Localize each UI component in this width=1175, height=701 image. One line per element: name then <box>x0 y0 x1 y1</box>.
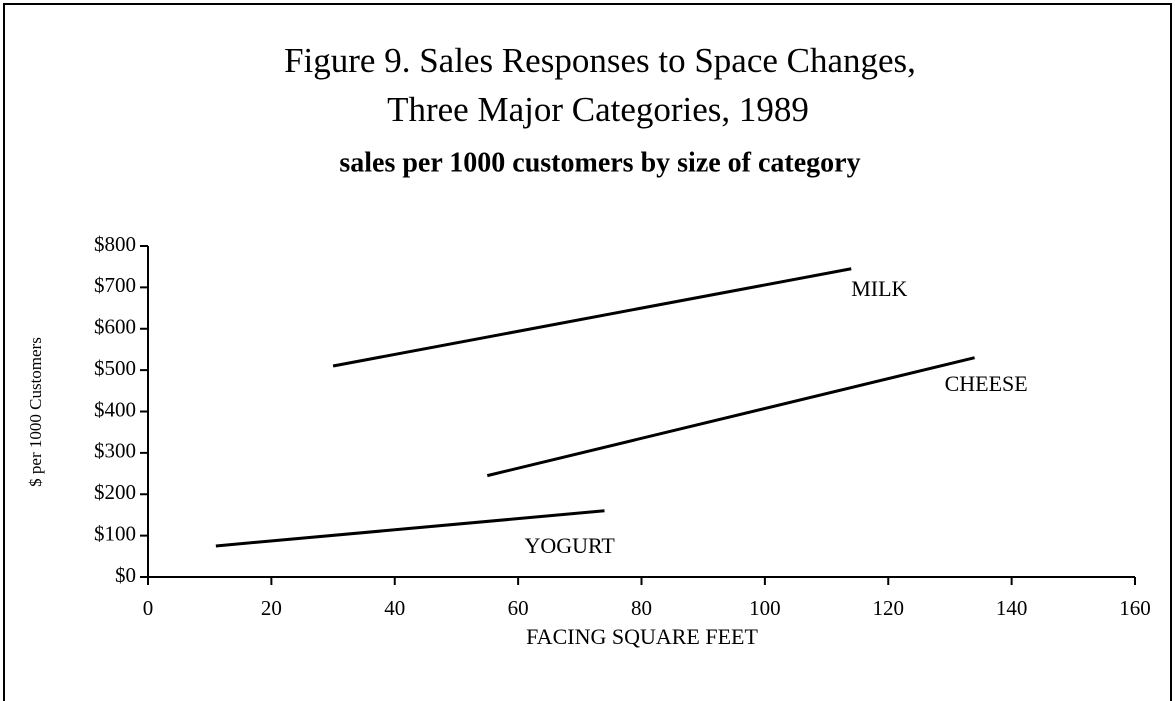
x-tick-label: 60 <box>508 596 529 620</box>
y-tick-label: $600 <box>94 315 136 339</box>
chart-title: Three Major Categories, 1989 <box>387 90 809 129</box>
x-tick-label: 0 <box>143 596 154 620</box>
y-tick-label: $200 <box>94 480 136 504</box>
x-axis-label: FACING SQUARE FEET <box>526 624 758 649</box>
x-tick-label: 20 <box>261 596 282 620</box>
y-tick-label: $300 <box>94 439 136 463</box>
y-tick-label: $500 <box>94 356 136 380</box>
x-tick-label: 160 <box>1119 596 1151 620</box>
chart-subtitle: sales per 1000 customers by size of cate… <box>339 147 860 178</box>
y-tick-label: $0 <box>115 563 136 587</box>
series-label: YOGURT <box>524 533 615 558</box>
x-tick-label: 120 <box>873 596 905 620</box>
x-tick-label: 40 <box>384 596 405 620</box>
series-label: CHEESE <box>945 371 1028 396</box>
y-axis-label: $ per 1000 Customers <box>26 337 45 487</box>
x-tick-label: 140 <box>996 596 1028 620</box>
y-tick-label: $800 <box>94 232 136 256</box>
y-tick-label: $100 <box>94 521 136 545</box>
series-label: MILK <box>851 276 907 301</box>
series-line <box>332 267 852 368</box>
y-tick-label: $700 <box>94 273 136 297</box>
chart-title: Figure 9. Sales Responses to Space Chang… <box>284 41 916 80</box>
y-tick-label: $400 <box>94 397 136 421</box>
x-tick-label: 100 <box>749 596 781 620</box>
x-tick-label: 80 <box>631 596 652 620</box>
series-line <box>215 509 605 548</box>
series-line <box>486 356 975 478</box>
